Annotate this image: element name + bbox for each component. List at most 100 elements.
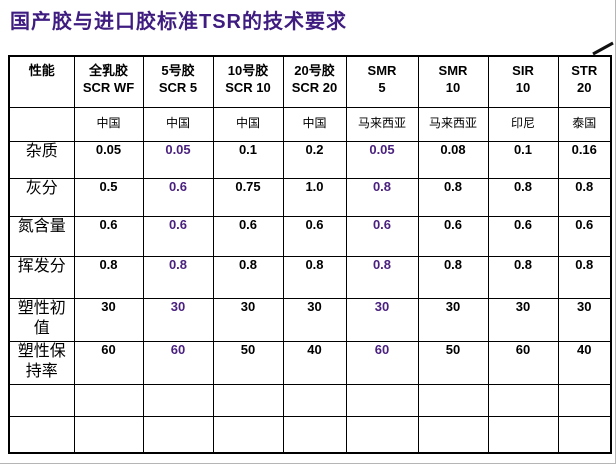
col-header: SMR 5 (345, 55, 419, 108)
value-cell: 60 (345, 340, 419, 385)
value-cell: 30 (142, 297, 214, 342)
col-header: 全乳胶 SCR WF (73, 55, 144, 108)
header-line1: 20号胶 (294, 63, 335, 78)
table-row: 塑性保持率 60 60 50 40 60 50 60 40 (8, 340, 612, 385)
title-prefix: 国产胶与进口胶标准 (10, 11, 199, 33)
value-cell: 0.1 (487, 140, 559, 179)
value-cell: 0.6 (282, 215, 347, 257)
value-cell: 0.6 (73, 215, 144, 257)
value-cell: 50 (417, 340, 489, 385)
value-cell: 0.8 (345, 255, 419, 299)
col-header: STR 20 (557, 55, 612, 108)
value-cell: 0.05 (73, 140, 144, 179)
value-cell: 0.8 (345, 177, 419, 217)
empty-cell (212, 383, 284, 417)
value-cell: 0.08 (417, 140, 489, 179)
row-label-cell: 灰分 (8, 177, 75, 217)
empty-cell (8, 383, 75, 417)
col-header: 20号胶 SCR 20 (282, 55, 347, 108)
value-cell: 0.6 (212, 215, 284, 257)
table-row: 杂质 0.05 0.05 0.1 0.2 0.05 0.08 0.1 0.16 (8, 140, 612, 179)
empty-cell (557, 383, 612, 417)
empty-cell (345, 383, 419, 417)
col-header-property: 性能 (8, 55, 75, 108)
value-cell: 0.6 (142, 215, 214, 257)
header-line1: SIR (512, 63, 534, 78)
value-cell: 40 (557, 340, 612, 385)
value-cell: 30 (212, 297, 284, 342)
header-line1: 性能 (28, 63, 55, 78)
row-label: 氮含量 (17, 217, 66, 235)
title-emphasis: TSR (199, 11, 242, 33)
value-cell: 0.2 (282, 140, 347, 179)
empty-cell (212, 415, 284, 454)
value-cell: 30 (282, 297, 347, 342)
table-row: 挥发分 0.8 0.8 0.8 0.8 0.8 0.8 0.8 0.8 (8, 255, 612, 299)
col-header: 5号胶 SCR 5 (142, 55, 214, 108)
header-line2: 10 (445, 80, 461, 95)
row-label: 灰分 (25, 179, 58, 197)
empty-cell (282, 415, 347, 454)
value-cell: 30 (73, 297, 144, 342)
empty-cell (8, 415, 75, 454)
header-line2: 20 (577, 80, 592, 95)
country-cell: 印尼 (487, 106, 559, 142)
value-cell: 0.8 (417, 177, 489, 217)
row-label: 杂质 (25, 142, 58, 160)
value-cell: 0.1 (212, 140, 284, 179)
header-line2: SCR 10 (225, 80, 271, 95)
value-cell: 30 (487, 297, 559, 342)
table-header-row: 性能 全乳胶 SCR WF 5号胶 SCR 5 10号胶 SCR 10 20号胶 SCR 20 S… (8, 55, 612, 108)
table-row: 灰分 0.5 0.6 0.75 1.0 0.8 0.8 0.8 0.8 (8, 177, 612, 217)
value-cell: 60 (487, 340, 559, 385)
header-line2: SCR 20 (291, 80, 338, 95)
empty-cell (487, 415, 559, 454)
country-cell (8, 106, 75, 142)
row-label-cell: 塑性初值 (8, 297, 75, 342)
header-line2: 10 (515, 80, 531, 95)
table-row: 塑性初值 30 30 30 30 30 30 30 30 (8, 297, 612, 342)
empty-cell (73, 415, 144, 454)
value-cell: 0.8 (142, 255, 214, 299)
empty-cell (73, 383, 144, 417)
value-cell: 60 (73, 340, 144, 385)
title-suffix: 的技术要求 (242, 11, 347, 33)
value-cell: 0.8 (487, 255, 559, 299)
col-header: SMR 10 (417, 55, 489, 108)
header-line1: STR (571, 63, 598, 78)
country-row: 中国 中国 中国 中国 马来西亚 马来西亚 印尼 泰国 (8, 106, 612, 142)
slide-title: 国产胶与进口胶标准TSR的技术要求 (10, 5, 347, 34)
empty-cell (557, 415, 612, 454)
value-cell: 0.5 (73, 177, 144, 217)
value-cell: 30 (345, 297, 419, 342)
row-label-cell: 塑性保持率 (8, 340, 75, 385)
col-header: SIR 10 (487, 55, 559, 108)
empty-cell (282, 383, 347, 417)
header-line1: 5号胶 (161, 63, 195, 78)
value-cell: 0.6 (417, 215, 489, 257)
value-cell: 40 (282, 340, 347, 385)
country-cell: 中国 (73, 106, 144, 142)
value-cell: 30 (417, 297, 489, 342)
row-label-cell: 挥发分 (8, 255, 75, 299)
row-label: 塑性保持率 (17, 342, 66, 380)
value-cell: 30 (557, 297, 612, 342)
empty-row (8, 415, 612, 454)
row-label: 塑性初值 (17, 299, 66, 337)
empty-cell (417, 383, 489, 417)
country-cell: 中国 (212, 106, 284, 142)
empty-cell (345, 415, 419, 454)
value-cell: 0.8 (557, 255, 612, 299)
empty-cell (487, 383, 559, 417)
value-cell: 0.16 (557, 140, 612, 179)
value-cell: 0.8 (487, 177, 559, 217)
row-label-cell: 杂质 (8, 140, 75, 179)
header-line1: SMR (438, 63, 468, 78)
header-line2: 5 (378, 80, 386, 95)
value-cell: 0.8 (417, 255, 489, 299)
header-line1: 10号胶 (227, 63, 269, 78)
country-cell: 中国 (282, 106, 347, 142)
empty-cell (142, 383, 214, 417)
country-cell: 马来西亚 (417, 106, 489, 142)
col-header: 10号胶 SCR 10 (212, 55, 284, 108)
